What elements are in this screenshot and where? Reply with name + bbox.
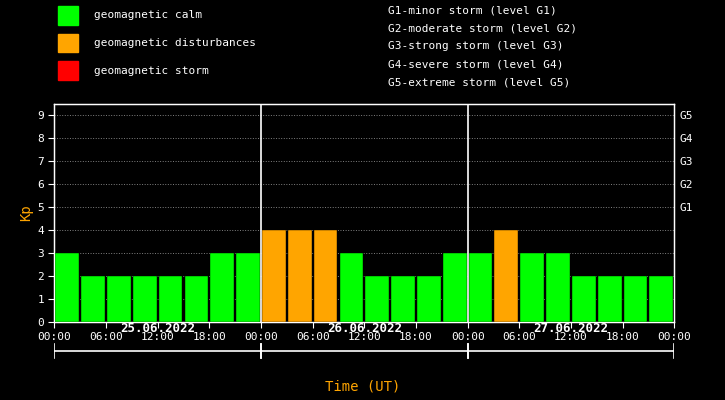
Bar — [159, 276, 183, 322]
Text: 26.06.2022: 26.06.2022 — [327, 322, 402, 335]
Bar — [210, 253, 234, 322]
Text: G5-extreme storm (level G5): G5-extreme storm (level G5) — [388, 78, 570, 88]
Bar — [572, 276, 596, 322]
Text: 25.06.2022: 25.06.2022 — [120, 322, 195, 335]
Bar — [262, 230, 286, 322]
Bar — [288, 230, 312, 322]
Text: Time (UT): Time (UT) — [325, 379, 400, 393]
Bar — [443, 253, 467, 322]
Bar — [546, 253, 570, 322]
Text: 27.06.2022: 27.06.2022 — [534, 322, 608, 335]
Bar — [494, 230, 518, 322]
Bar — [236, 253, 260, 322]
Text: G1-minor storm (level G1): G1-minor storm (level G1) — [388, 5, 557, 15]
Bar — [598, 276, 621, 322]
Bar — [521, 253, 544, 322]
Bar — [107, 276, 130, 322]
Bar — [417, 276, 441, 322]
Bar — [365, 276, 389, 322]
Text: geomagnetic storm: geomagnetic storm — [94, 66, 209, 76]
Y-axis label: Kp: Kp — [19, 205, 33, 221]
Bar — [81, 276, 105, 322]
Text: geomagnetic disturbances: geomagnetic disturbances — [94, 38, 256, 48]
Bar — [55, 253, 79, 322]
Bar — [339, 253, 363, 322]
Bar — [392, 276, 415, 322]
Bar — [58, 34, 78, 52]
Text: G4-severe storm (level G4): G4-severe storm (level G4) — [388, 60, 563, 70]
Bar — [133, 276, 157, 322]
Bar — [185, 276, 208, 322]
Bar — [58, 6, 78, 25]
Bar — [58, 61, 78, 80]
Text: G2-moderate storm (level G2): G2-moderate storm (level G2) — [388, 23, 577, 33]
Text: G3-strong storm (level G3): G3-strong storm (level G3) — [388, 42, 563, 52]
Text: geomagnetic calm: geomagnetic calm — [94, 10, 202, 20]
Bar — [624, 276, 647, 322]
Bar — [314, 230, 337, 322]
Bar — [468, 253, 492, 322]
Bar — [650, 276, 674, 322]
